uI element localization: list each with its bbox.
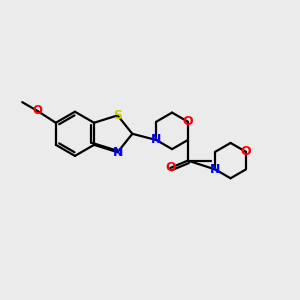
Text: N: N [112, 146, 123, 159]
Text: O: O [165, 161, 175, 175]
Text: O: O [32, 104, 43, 118]
Text: O: O [183, 115, 193, 128]
Text: O: O [241, 145, 251, 158]
Text: S: S [113, 109, 122, 122]
Text: N: N [151, 134, 161, 146]
Text: N: N [210, 163, 220, 176]
